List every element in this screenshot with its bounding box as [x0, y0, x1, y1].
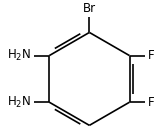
- Text: F: F: [148, 96, 154, 109]
- Text: H$_2$N: H$_2$N: [7, 95, 31, 110]
- Text: Br: Br: [83, 2, 96, 15]
- Text: F: F: [148, 49, 154, 62]
- Text: H$_2$N: H$_2$N: [7, 48, 31, 63]
